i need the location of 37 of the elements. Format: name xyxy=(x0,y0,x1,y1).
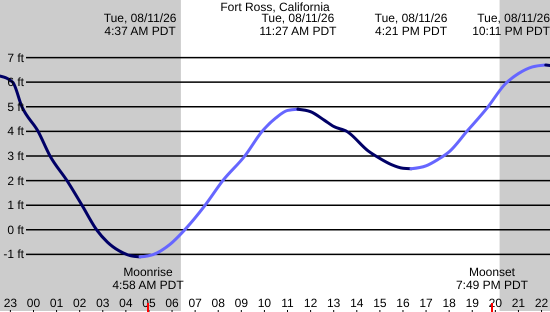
x-tick-label: 17 xyxy=(419,296,434,310)
x-tick-label: 09 xyxy=(234,296,248,310)
x-tick-label: 18 xyxy=(442,296,456,310)
x-tick-label: 13 xyxy=(327,296,341,310)
x-tick-label: 08 xyxy=(212,296,226,310)
y-tick-label: 4 ft xyxy=(6,124,25,138)
x-tick-label: 15 xyxy=(373,296,387,310)
y-tick-label: 6 ft xyxy=(6,75,25,90)
annotation: Tue, 08/11/26 4:37 AM PDT xyxy=(104,11,176,38)
annotation: Tue, 08/11/26 4:21 PM PDT xyxy=(374,11,448,38)
x-tick-label: 07 xyxy=(188,296,202,310)
x-tick-label: 16 xyxy=(396,296,410,310)
x-tick-label: 04 xyxy=(119,296,133,310)
y-tick-label: 2 ft xyxy=(6,174,25,188)
x-tick-label: 19 xyxy=(466,296,480,310)
x-tick-label: 11 xyxy=(281,296,294,310)
x-tick-label: 02 xyxy=(72,296,87,310)
y-tick-label: -1 ft xyxy=(2,247,25,262)
x-tick-label: 21 xyxy=(512,296,526,310)
annotation: Moonrise 4:58 AM PDT xyxy=(112,265,184,292)
y-tick-label: 3 ft xyxy=(6,148,25,163)
annotation: Moonset 7:49 PM PDT xyxy=(456,265,528,292)
x-tick-label: 10 xyxy=(258,296,272,310)
y-tick-label: 0 ft xyxy=(6,222,25,237)
chart-title: Fort Ross, California xyxy=(220,0,330,14)
x-tick-label: 12 xyxy=(304,296,318,310)
x-tick-label: 22 xyxy=(534,296,549,310)
annotation: Tue, 08/11/26 10:11 PM PDT xyxy=(472,11,550,38)
x-tick-label: 03 xyxy=(96,296,110,310)
annotation: Tue, 08/11/26 11:27 AM PDT xyxy=(259,11,336,38)
x-tick-label: 01 xyxy=(50,296,64,310)
x-tick-label: 06 xyxy=(165,296,180,310)
x-tick-label: 14 xyxy=(350,296,364,310)
y-tick-label: 1 ft xyxy=(6,198,25,212)
x-tick-label: 00 xyxy=(26,296,40,310)
x-tick-label: 23 xyxy=(4,296,18,310)
y-tick-label: 7 ft xyxy=(6,50,25,65)
